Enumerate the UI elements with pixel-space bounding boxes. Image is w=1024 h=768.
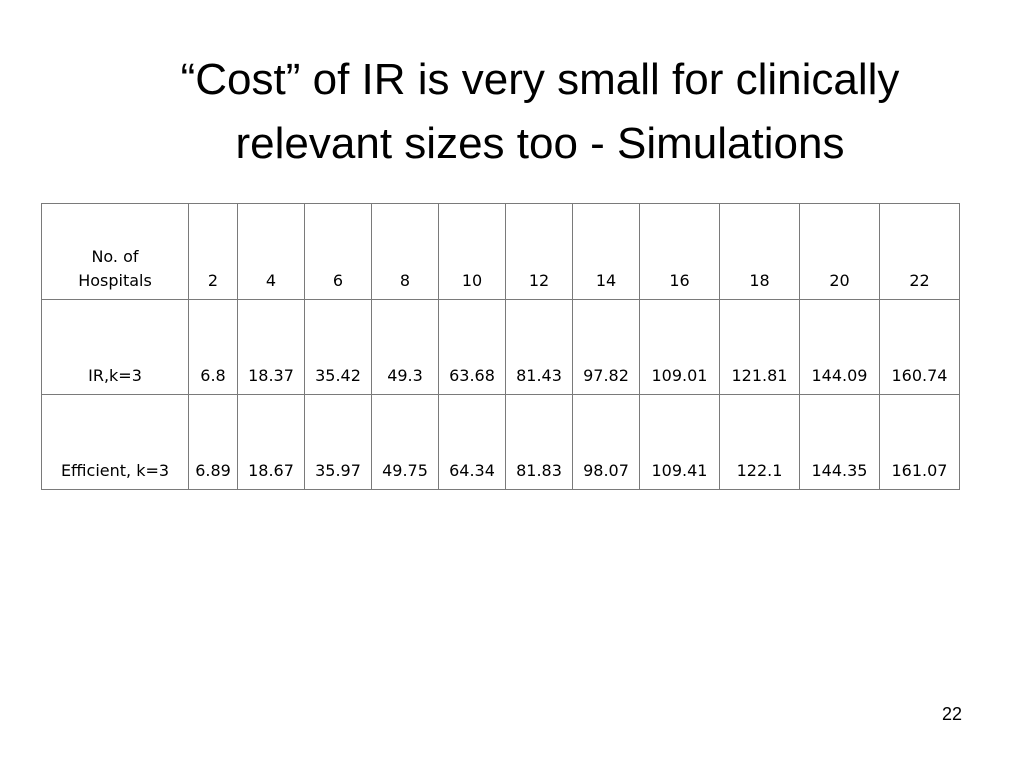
title-line-1: “Cost” of IR is very small for clinicall…: [180, 55, 900, 104]
table-cell: 35.97: [304, 394, 372, 490]
row-label: Efficient, k=3: [41, 394, 189, 490]
table-row-efficient: Efficient, k=3 6.89 18.67 35.97 49.75 64…: [41, 394, 960, 490]
table-cell: 144.09: [799, 299, 880, 395]
table-row-ir: IR,k=3 6.8 18.37 35.42 49.3 63.68 81.43 …: [41, 299, 960, 395]
table-cell: 121.81: [719, 299, 800, 395]
title-line-2: relevant sizes too - Simulations: [235, 119, 845, 168]
table-cell: 109.41: [639, 394, 720, 490]
table-cell: 18.37: [237, 299, 305, 395]
table-cell: 122.1: [719, 394, 800, 490]
table-cell: 18.67: [237, 394, 305, 490]
header-cell: 10: [438, 203, 506, 300]
table-cell: 49.3: [371, 299, 439, 395]
header-cell: 20: [799, 203, 880, 300]
table-cell: 64.34: [438, 394, 506, 490]
table-cell: 6.8: [188, 299, 238, 395]
table-cell: 6.89: [188, 394, 238, 490]
table-cell: 63.68: [438, 299, 506, 395]
header-cell: 16: [639, 203, 720, 300]
header-cell: 6: [304, 203, 372, 300]
header-cell: 8: [371, 203, 439, 300]
table-cell: 35.42: [304, 299, 372, 395]
table-cell: 161.07: [879, 394, 960, 490]
header-cell: 18: [719, 203, 800, 300]
table-cell: 160.74: [879, 299, 960, 395]
header-cell: 4: [237, 203, 305, 300]
header-label-line-1: No. of: [91, 247, 139, 266]
header-cell: 22: [879, 203, 960, 300]
header-label-line-2: Hospitals: [78, 271, 152, 290]
table-header-row: No. of Hospitals 2 4 6 8 10 12 14 16 18 …: [41, 203, 960, 300]
table-cell: 49.75: [371, 394, 439, 490]
table-cell: 98.07: [572, 394, 640, 490]
header-cell: 14: [572, 203, 640, 300]
page-number: 22: [941, 704, 962, 724]
table-cell: 97.82: [572, 299, 640, 395]
slide-title: “Cost” of IR is very small for clinicall…: [80, 48, 1000, 176]
table-cell: 144.35: [799, 394, 880, 490]
table-cell: 81.43: [505, 299, 573, 395]
header-cell: 12: [505, 203, 573, 300]
simulation-table: No. of Hospitals 2 4 6 8 10 12 14 16 18 …: [41, 203, 960, 490]
table-cell: 81.83: [505, 394, 573, 490]
header-cell: 2: [188, 203, 238, 300]
row-label: IR,k=3: [41, 299, 189, 395]
table-cell: 109.01: [639, 299, 720, 395]
header-label-cell: No. of Hospitals: [41, 203, 189, 300]
